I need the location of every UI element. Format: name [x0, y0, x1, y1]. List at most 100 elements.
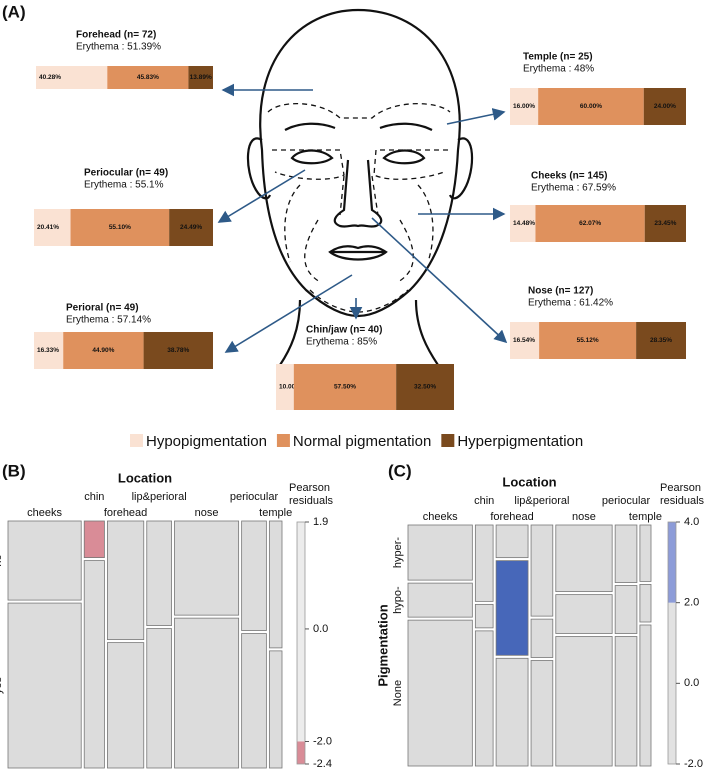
mosaic-tile	[495, 524, 529, 559]
row-label: hyper-	[392, 537, 404, 569]
panel-label: (A)	[2, 2, 26, 21]
value-label: 55.10%	[109, 224, 131, 231]
category-label: periocular	[602, 495, 651, 507]
mosaic-tile	[268, 650, 283, 769]
bar-segment	[293, 364, 397, 410]
mosaic-tile	[474, 603, 494, 629]
mosaic-tile	[146, 628, 172, 769]
colorbar-tick-label: 0.0	[684, 677, 699, 689]
bar-segment	[63, 332, 144, 369]
legend-label: Hypopigmentation	[146, 433, 267, 450]
y-axis-title: Pigmentation	[375, 604, 390, 686]
value-label: 57.50%	[334, 384, 356, 391]
colorbar-band	[297, 522, 305, 742]
region-erythema: Erythema : 48%	[523, 64, 594, 75]
colorbar-title: residuals	[660, 495, 705, 507]
bar-segment	[538, 88, 644, 125]
colorbar-band	[297, 741, 305, 764]
mosaic-tile	[530, 660, 554, 767]
mosaic-tile	[83, 560, 105, 769]
bar-segment	[188, 66, 213, 89]
bar-segment	[644, 205, 686, 242]
bar-segment	[34, 209, 71, 246]
colorbar-band	[668, 522, 676, 603]
colorbar-tick-label: 4.0	[684, 516, 699, 528]
value-label: 16.00%	[513, 103, 535, 110]
bar-segment	[510, 205, 536, 242]
mosaic-tile	[555, 636, 613, 767]
mosaic-tile	[495, 657, 529, 767]
category-label: chin	[474, 495, 494, 507]
category-label: forehead	[104, 507, 147, 519]
region-erythema: Erythema : 85%	[306, 337, 377, 348]
region-title: Forehead (n= 72)	[76, 30, 156, 41]
value-label: 20.41%	[37, 224, 59, 231]
row-label: no	[0, 554, 4, 566]
mosaic-tile	[7, 602, 82, 769]
value-label: 23.45%	[654, 220, 676, 227]
face-drawing	[217, 8, 508, 366]
region-erythema: Erythema : 51.39%	[76, 42, 161, 53]
colorbar-title: Pearson	[289, 482, 330, 494]
value-label: 24.00%	[654, 103, 676, 110]
region-title: Chin/jaw (n= 40)	[306, 325, 382, 336]
category-label: nose	[572, 511, 596, 523]
mosaic-tile	[614, 585, 638, 634]
value-label: 13.89%	[190, 74, 212, 81]
legend-label: Normal pigmentation	[293, 433, 431, 450]
region-erythema: Erythema : 67.59%	[531, 183, 616, 194]
row-label: yes	[0, 676, 4, 694]
value-label: 38.78%	[167, 347, 189, 354]
colorbar-tick-label: 2.0	[684, 597, 699, 609]
mosaic-tile	[107, 642, 145, 769]
colorbar-band	[668, 602, 676, 764]
mosaic-title: Location	[502, 474, 556, 489]
colorbar-tick-label: -2.4	[313, 758, 332, 770]
mosaic-tile	[174, 617, 240, 769]
bar-segment	[36, 66, 108, 89]
region-title: Perioral (n= 49)	[66, 303, 139, 314]
bar-segment	[107, 66, 189, 89]
region-title: Temple (n= 25)	[523, 52, 593, 63]
legend-label: Hyperpigmentation	[457, 433, 583, 450]
value-label: 32.50%	[414, 384, 436, 391]
colorbar-tick-label: -2.0	[313, 735, 332, 747]
mosaic-tile	[174, 520, 240, 616]
value-label: 40.28%	[39, 74, 61, 81]
panel-label: (C)	[388, 461, 412, 480]
mosaic-tile	[530, 618, 554, 658]
value-label: 44.90%	[92, 347, 114, 354]
colorbar-tick-label: -2.0	[684, 758, 703, 770]
legend-swatch	[130, 434, 143, 447]
panel-label: (B)	[2, 461, 26, 480]
mosaic-tile	[407, 619, 473, 767]
mosaic-tile	[530, 524, 554, 617]
colorbar-title: Pearson	[660, 482, 701, 494]
region-erythema: Erythema : 55.1%	[84, 180, 164, 191]
category-label: temple	[629, 511, 662, 523]
mosaic-tile	[268, 520, 283, 649]
bar-segment	[396, 364, 454, 410]
value-label: 16.54%	[513, 337, 535, 344]
category-label: cheeks	[423, 511, 458, 523]
mosaic-tile	[555, 524, 613, 593]
mosaic-tile	[407, 524, 473, 581]
colorbar-tick-label: 1.9	[313, 516, 328, 528]
row-label: None	[392, 680, 404, 706]
colorbar-tick-label: 0.0	[313, 623, 328, 635]
bar-segment	[70, 209, 170, 246]
value-label: 16.33%	[37, 347, 59, 354]
category-label: temple	[259, 507, 292, 519]
bar-segment	[34, 332, 64, 369]
category-label: forehead	[490, 511, 533, 523]
mosaic-tile	[474, 524, 494, 602]
mosaic-tile	[407, 582, 473, 618]
bar-segment	[636, 322, 686, 359]
region-erythema: Erythema : 61.42%	[528, 298, 613, 309]
colorbar-frame	[667, 521, 677, 765]
value-label: 14.48%	[513, 220, 535, 227]
mosaic-tile	[107, 520, 145, 641]
colorbar-frame	[296, 521, 306, 765]
mosaic-title: Location	[118, 470, 172, 485]
